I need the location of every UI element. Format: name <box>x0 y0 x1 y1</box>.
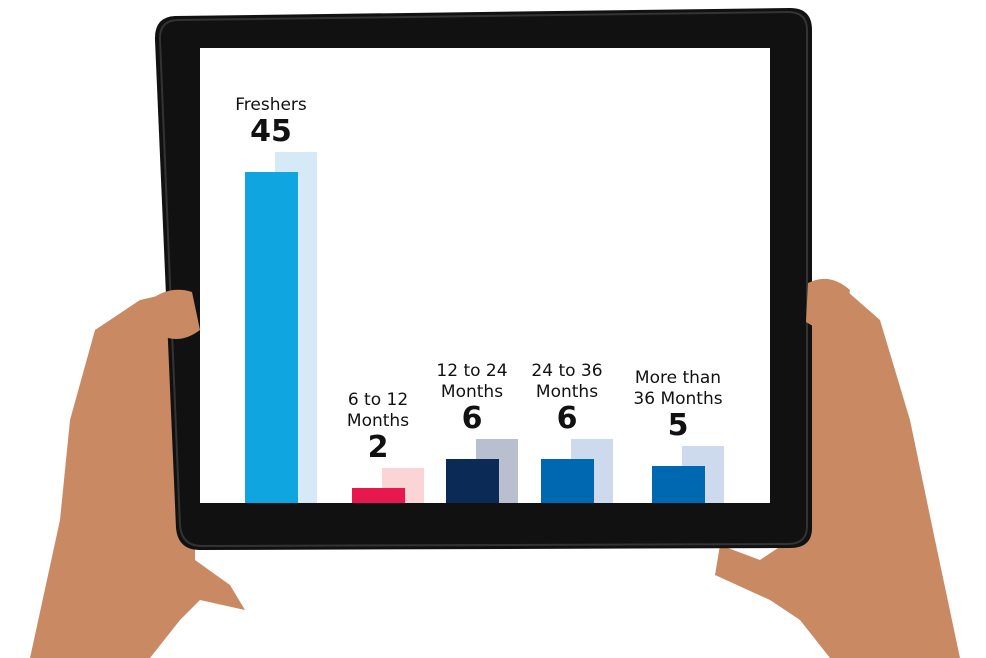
category-label: 6 to 12 Months <box>346 390 410 432</box>
bar <box>352 488 405 503</box>
bar <box>541 458 594 503</box>
bar-label: More than 36 Months 5 <box>626 368 730 442</box>
category-label: Freshers <box>235 95 307 115</box>
bar-label: 24 to 36 Months 6 <box>515 361 619 435</box>
right-thumb <box>806 278 850 330</box>
bar-label: 12 to 24 Months 6 <box>420 361 524 435</box>
value-label: 2 <box>367 430 389 466</box>
left-thumb <box>150 289 200 339</box>
tablet-bezel <box>158 10 808 548</box>
value-label: 6 <box>556 400 578 436</box>
tablet-screen: Freshers 45 6 to 12 Months 2 12 to 24 Months… <box>200 48 770 503</box>
value-label: 5 <box>667 408 689 444</box>
bar-label: 6 to 12 Months 2 <box>326 390 430 464</box>
category-label: 12 to 24 Months <box>436 360 508 402</box>
right-hand <box>715 280 960 658</box>
bar <box>446 458 499 503</box>
value-label: 45 <box>250 114 292 149</box>
bar-label: Freshers 45 <box>219 95 323 148</box>
value-label: 6 <box>461 400 483 436</box>
category-label: 24 to 36 Months <box>531 360 603 402</box>
bar <box>652 466 705 503</box>
category-label: More than 36 Months <box>633 368 723 410</box>
bar <box>245 172 298 503</box>
